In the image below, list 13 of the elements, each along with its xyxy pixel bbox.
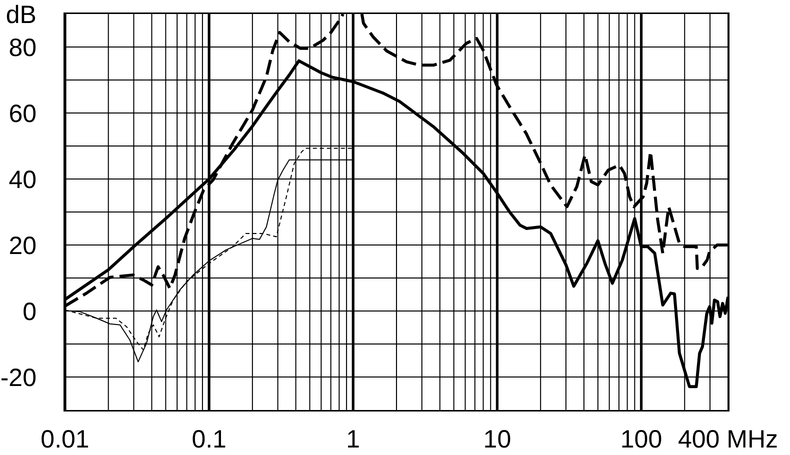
x-tick-label: 1: [346, 426, 360, 454]
x-tick-label: 10: [483, 426, 512, 454]
y-tick-label: 0: [22, 298, 36, 326]
y-tick-label: -20: [0, 364, 36, 392]
y-tick-label: 20: [8, 232, 36, 260]
y-tick-label: 40: [8, 166, 36, 194]
y-tick-label: 60: [8, 100, 36, 128]
x-tick-label: 0.01: [40, 426, 90, 454]
y-tick-label: dB: [6, 0, 36, 29]
x-tick-label: 100: [620, 426, 662, 454]
x-tick-label: 0.1: [192, 426, 226, 454]
x-tick-label: 400 MHz: [678, 426, 778, 454]
y-tick-label: 80: [8, 34, 36, 62]
